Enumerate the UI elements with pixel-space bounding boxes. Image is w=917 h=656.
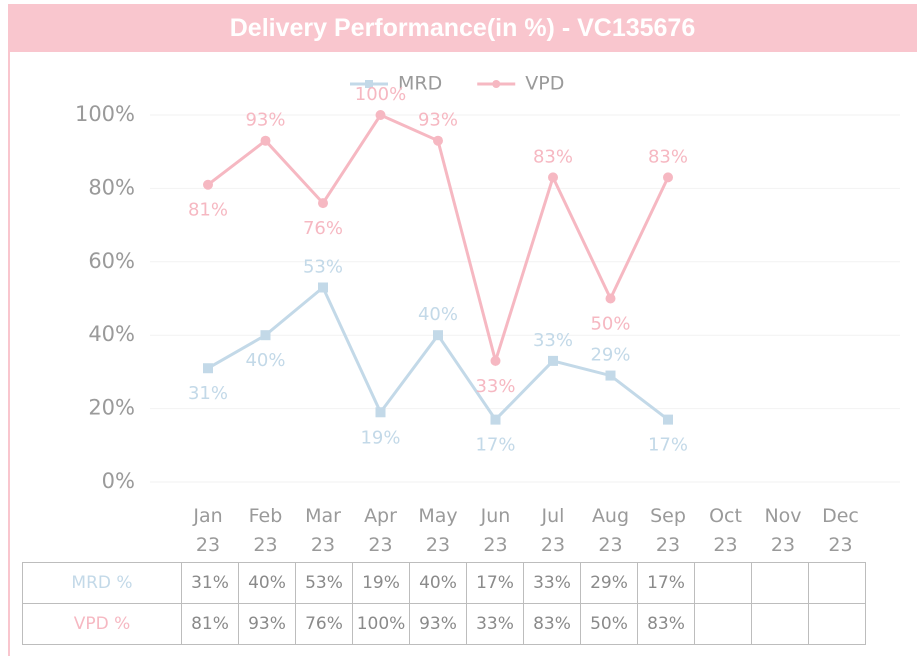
- data-label: 33%: [533, 330, 573, 351]
- table-cell: [694, 603, 752, 645]
- x-tick-label: May 23: [418, 505, 458, 556]
- x-tick-label: Aug 23: [591, 505, 630, 556]
- point: [203, 179, 213, 190]
- data-label: 93%: [245, 110, 285, 131]
- x-tick-label: Oct 23: [709, 505, 742, 556]
- point: [548, 172, 558, 183]
- table-cell: 17%: [466, 562, 524, 604]
- data-label: 40%: [245, 350, 285, 371]
- x-tick-label: Dec 23: [822, 505, 859, 556]
- x-tick-label: Nov 23: [764, 505, 802, 556]
- data-table: MRD % 31% 40% 53% 19% 40% 17% 33% 29% 17% VPD % 81%…: [22, 562, 866, 645]
- x-tick-label: Apr 23: [364, 505, 397, 556]
- table-cell: 93%: [238, 603, 296, 645]
- x-tick-label: Feb 23: [248, 505, 283, 556]
- table-cell: 17%: [637, 562, 695, 604]
- data-label: 17%: [475, 435, 515, 456]
- x-tick-label: Jul 23: [540, 505, 566, 556]
- table-cell: [808, 603, 866, 645]
- x-tick-label: Mar 23: [305, 505, 341, 556]
- point: [203, 363, 213, 374]
- table-cell: 40%: [409, 562, 467, 604]
- point: [318, 198, 328, 209]
- legend-label: VPD: [525, 73, 564, 95]
- table-cell: [808, 562, 866, 604]
- x-tick-label: Jun 23: [480, 505, 511, 556]
- data-label: 83%: [533, 146, 573, 167]
- data-label: 40%: [418, 304, 458, 325]
- legend-marker: [492, 80, 501, 88]
- data-label: 76%: [303, 218, 343, 239]
- point: [490, 414, 501, 425]
- table-cell: 93%: [409, 603, 467, 645]
- table-row: MRD % 31% 40% 53% 19% 40% 17% 33% 29% 17%: [22, 562, 866, 604]
- data-label: 83%: [648, 146, 688, 167]
- y-tick-label: 40%: [88, 322, 135, 346]
- table-cell: 33%: [523, 562, 581, 604]
- row-header: VPD %: [22, 603, 182, 645]
- point: [375, 407, 386, 418]
- point: [663, 414, 673, 425]
- row-header: MRD %: [22, 562, 182, 604]
- point: [548, 355, 558, 366]
- point: [433, 330, 443, 341]
- point: [375, 110, 386, 120]
- point: [605, 293, 616, 304]
- table-cell: [694, 562, 752, 604]
- point: [318, 282, 328, 293]
- data-label: 50%: [590, 314, 630, 335]
- table-cell: 33%: [466, 603, 524, 645]
- data-label: 29%: [590, 345, 630, 366]
- chart-title: Delivery Performance(in %) - VC135676: [8, 4, 917, 52]
- table-cell: 83%: [523, 603, 581, 645]
- table-cell: 31%: [181, 562, 239, 604]
- data-label: 100%: [355, 84, 406, 105]
- y-tick-label: 80%: [88, 175, 135, 199]
- table-row: VPD % 81% 93% 76% 100% 93% 33% 83% 50% 83%: [22, 603, 866, 645]
- table-cell: 100%: [352, 603, 410, 645]
- frame-border: [8, 52, 10, 656]
- point: [260, 135, 271, 146]
- data-label: 17%: [648, 435, 688, 456]
- table-cell: 53%: [295, 562, 353, 604]
- data-label: 81%: [188, 200, 228, 221]
- x-tick-label: Sep 23: [650, 505, 686, 556]
- table-cell: 50%: [580, 603, 638, 645]
- point: [663, 172, 673, 183]
- table-cell: 76%: [295, 603, 353, 645]
- y-tick-label: 100%: [75, 102, 135, 126]
- data-label: 31%: [188, 383, 228, 404]
- table-cell: [751, 603, 809, 645]
- table-cell: 29%: [580, 562, 638, 604]
- table-cell: 19%: [352, 562, 410, 604]
- y-tick-label: 0%: [102, 469, 135, 493]
- table-cell: 83%: [637, 603, 695, 645]
- x-tick-label: Jan 23: [193, 505, 223, 556]
- data-label: 19%: [360, 427, 400, 448]
- data-label: 53%: [303, 256, 343, 277]
- data-label: 93%: [418, 110, 458, 131]
- table-cell: 40%: [238, 562, 296, 604]
- table-cell: [751, 562, 809, 604]
- table-cell: 81%: [181, 603, 239, 645]
- point: [605, 370, 616, 381]
- y-tick-label: 60%: [88, 249, 135, 273]
- legend-marker: [365, 80, 373, 88]
- point: [490, 355, 501, 366]
- y-tick-label: 20%: [88, 396, 135, 420]
- legend-label: MRD: [398, 73, 442, 95]
- point: [260, 330, 271, 341]
- data-label: 33%: [475, 376, 515, 397]
- point: [433, 135, 443, 146]
